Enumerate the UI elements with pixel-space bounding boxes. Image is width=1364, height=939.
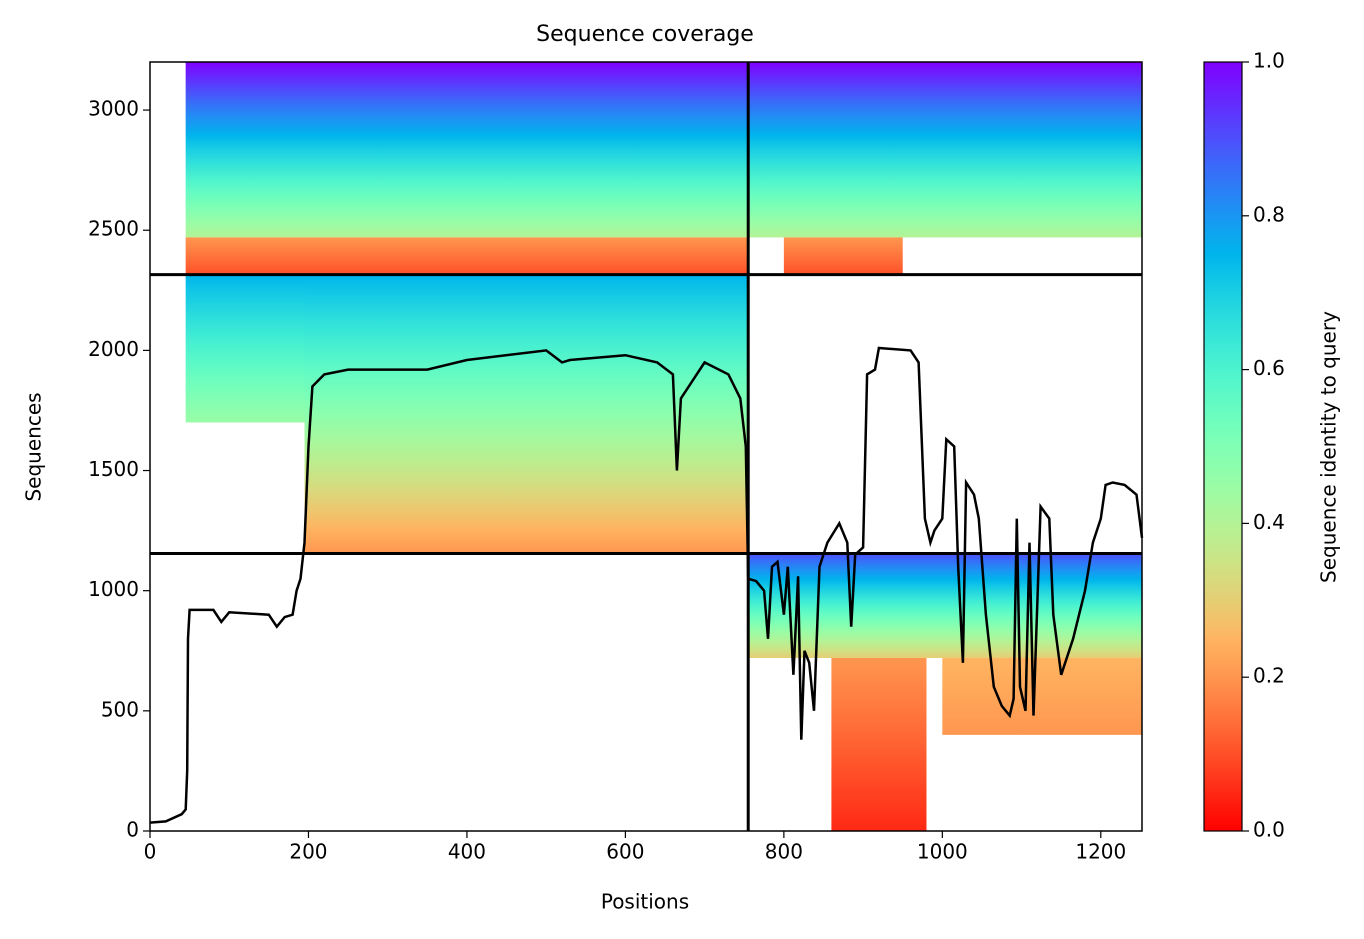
coverage-block (185, 62, 749, 238)
x-tick-label: 200 (289, 840, 327, 864)
coverage-line (149, 346, 1144, 824)
coverage-block (783, 237, 903, 275)
x-tick-label: 1200 (1075, 840, 1126, 864)
coverage-block (831, 657, 927, 831)
colorbar-tick-label: 0.4 (1253, 510, 1285, 534)
x-tick-label: 600 (606, 840, 644, 864)
coverage-block (748, 62, 1142, 238)
plot-frame (149, 61, 1143, 832)
colorbar (1203, 61, 1243, 832)
coverage-block (304, 274, 749, 554)
coverage-block (185, 274, 305, 423)
y-tick-label: 1500 (88, 457, 139, 481)
x-axis-label: Positions (601, 890, 689, 914)
colorbar-tick-label: 0.6 (1253, 356, 1285, 380)
colorbar-tick-label: 0.2 (1253, 664, 1285, 688)
y-tick-label: 2500 (88, 217, 139, 241)
y-tick-label: 2000 (88, 337, 139, 361)
coverage-block (748, 553, 1142, 658)
y-tick-label: 500 (101, 697, 139, 721)
chart-title: Sequence coverage (536, 22, 754, 47)
x-tick-label: 0 (144, 840, 157, 864)
coverage-block (942, 657, 1142, 735)
colorbar-label: Sequence identity to query (1317, 311, 1341, 583)
coverage-block (185, 237, 749, 275)
y-tick-label: 1000 (88, 577, 139, 601)
colorbar-tick-label: 0.0 (1253, 818, 1285, 842)
x-tick-label: 800 (765, 840, 803, 864)
colorbar-tick-label: 0.8 (1253, 202, 1285, 226)
x-tick-label: 1000 (917, 840, 968, 864)
y-tick-label: 0 (126, 818, 139, 842)
y-axis-label: Sequences (22, 392, 46, 501)
x-tick-label: 400 (448, 840, 486, 864)
y-tick-label: 3000 (88, 97, 139, 121)
colorbar-tick-label: 1.0 (1253, 49, 1285, 73)
